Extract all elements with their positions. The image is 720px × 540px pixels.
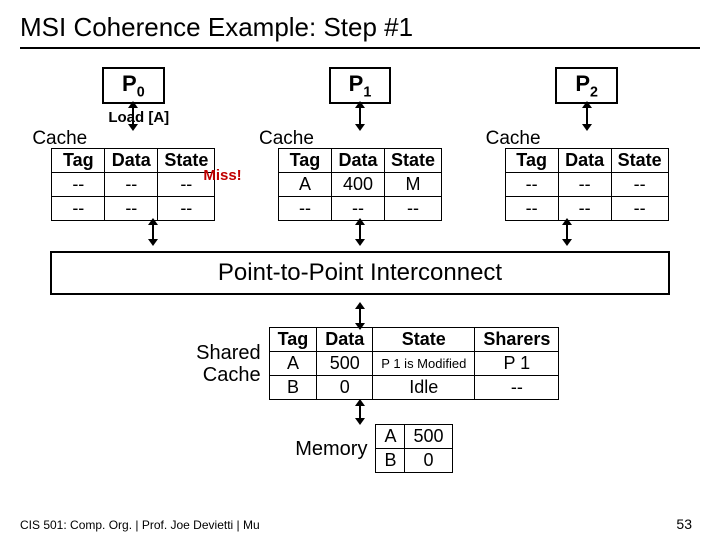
proc-box: P0	[102, 67, 165, 104]
shared-cache-label: Shared Cache	[161, 342, 261, 386]
table-row: -- -- --	[505, 197, 668, 221]
table-row: -- -- --	[52, 173, 215, 197]
arrow-icon	[359, 307, 361, 325]
arrow-icon	[152, 223, 154, 241]
processor-row: P0 Load [A] Cache Tag Data State -- -- -…	[20, 67, 700, 221]
cache-table: Tag Data State -- -- -- -- -- --	[51, 148, 215, 221]
miss-label: Miss!	[203, 167, 241, 184]
shared-cache-row: Shared Cache Tag Data State Sharers A 50…	[161, 327, 560, 400]
table-row: Tag Data State Sharers	[269, 328, 559, 352]
cache-table: Tag Data State A 400 M -- -- --	[278, 148, 442, 221]
footer-text: CIS 501: Comp. Org. | Prof. Joe Devietti…	[20, 518, 260, 532]
arrow-icon	[359, 106, 361, 126]
table-row: Tag Data State	[52, 149, 215, 173]
arrow-icon	[566, 223, 568, 241]
arrow-icon	[359, 404, 361, 420]
memory-label: Memory	[267, 438, 367, 460]
proc-col-1: P1 Cache Tag Data State A 400 M -- -- --	[255, 67, 465, 221]
arrows-to-interconnect	[50, 221, 670, 243]
table-row: -- -- --	[278, 197, 441, 221]
proc-box: P2	[555, 67, 618, 104]
arrow-shared-to-mem	[359, 402, 361, 422]
memory-row: Memory A 500 B 0	[267, 424, 452, 473]
cache-label: Cache	[259, 128, 314, 150]
table-row: A 400 M	[278, 173, 441, 197]
table-row: Tag Data State	[505, 149, 668, 173]
shared-cache-table: Tag Data State Sharers A 500 P 1 is Modi…	[269, 327, 560, 400]
proc-col-2: P2 Cache Tag Data State -- -- -- -- -- -…	[482, 67, 692, 221]
slide-title: MSI Coherence Example: Step #1	[20, 12, 700, 49]
memory-table: A 500 B 0	[375, 424, 452, 473]
arrow-icon	[359, 223, 361, 241]
arrow-ic-to-shared	[20, 305, 700, 327]
cache-label: Cache	[486, 128, 541, 150]
table-row: -- -- --	[52, 197, 215, 221]
table-row: A 500 P 1 is Modified P 1	[269, 352, 559, 376]
load-label: Load [A]	[108, 109, 169, 126]
proc-col-0: P0 Load [A] Cache Tag Data State -- -- -…	[28, 67, 238, 221]
proc-box: P1	[329, 67, 392, 104]
cache-label: Cache	[32, 128, 87, 150]
table-row: B 0	[376, 449, 452, 473]
table-row: Tag Data State	[278, 149, 441, 173]
cache-table: Tag Data State -- -- -- -- -- --	[505, 148, 669, 221]
interconnect-box: Point-to-Point Interconnect	[50, 251, 670, 295]
arrow-icon	[586, 106, 588, 126]
table-row: B 0 Idle --	[269, 376, 559, 400]
table-row: A 500	[376, 425, 452, 449]
page-number: 53	[676, 516, 692, 532]
table-row: -- -- --	[505, 173, 668, 197]
